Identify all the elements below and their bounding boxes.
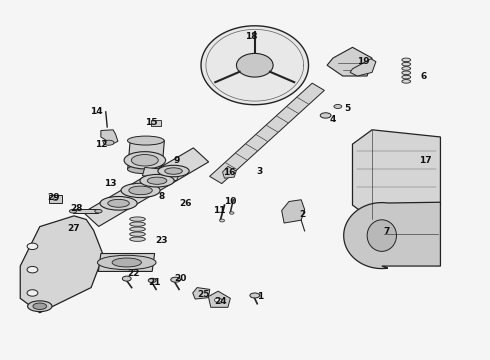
Polygon shape <box>73 210 98 213</box>
Text: 9: 9 <box>173 156 180 165</box>
Ellipse shape <box>130 217 146 221</box>
Text: 3: 3 <box>257 167 263 176</box>
Bar <box>151 121 161 126</box>
Text: 6: 6 <box>420 72 426 81</box>
Ellipse shape <box>140 175 174 187</box>
Ellipse shape <box>122 276 131 281</box>
Text: 20: 20 <box>174 274 187 283</box>
Polygon shape <box>343 202 441 269</box>
Ellipse shape <box>127 136 164 145</box>
Ellipse shape <box>402 67 411 70</box>
Ellipse shape <box>165 168 182 174</box>
Ellipse shape <box>108 199 129 207</box>
Ellipse shape <box>129 186 152 195</box>
Ellipse shape <box>33 303 47 310</box>
Ellipse shape <box>148 278 156 283</box>
Text: 2: 2 <box>299 210 306 219</box>
Polygon shape <box>101 130 118 144</box>
Ellipse shape <box>237 53 273 77</box>
Bar <box>49 195 62 203</box>
Ellipse shape <box>402 80 411 83</box>
Ellipse shape <box>121 183 160 198</box>
Ellipse shape <box>100 197 137 210</box>
Ellipse shape <box>402 62 411 66</box>
Ellipse shape <box>320 113 331 118</box>
Text: 1: 1 <box>257 292 263 301</box>
Text: 22: 22 <box>127 269 140 278</box>
Text: 28: 28 <box>70 204 83 213</box>
Ellipse shape <box>220 219 224 222</box>
Polygon shape <box>143 167 180 181</box>
Polygon shape <box>20 216 103 313</box>
Polygon shape <box>350 59 376 76</box>
Ellipse shape <box>103 140 114 145</box>
Text: 15: 15 <box>145 118 157 127</box>
Text: 7: 7 <box>384 228 390 237</box>
Ellipse shape <box>402 71 411 75</box>
Text: 13: 13 <box>104 179 117 188</box>
Ellipse shape <box>402 75 411 79</box>
Ellipse shape <box>95 210 102 213</box>
Polygon shape <box>128 140 164 169</box>
Text: 23: 23 <box>156 237 168 246</box>
Polygon shape <box>352 130 441 220</box>
Text: 27: 27 <box>68 224 80 233</box>
Text: 19: 19 <box>357 57 369 66</box>
Ellipse shape <box>112 258 142 267</box>
Polygon shape <box>282 200 305 223</box>
Ellipse shape <box>98 255 156 270</box>
Ellipse shape <box>130 222 146 226</box>
Polygon shape <box>98 253 155 271</box>
Ellipse shape <box>53 198 58 201</box>
Polygon shape <box>201 26 309 105</box>
Text: 16: 16 <box>223 168 236 177</box>
Text: 17: 17 <box>419 156 432 165</box>
Ellipse shape <box>215 298 222 302</box>
Ellipse shape <box>158 165 189 177</box>
Ellipse shape <box>130 232 146 236</box>
Text: 11: 11 <box>213 206 226 215</box>
Text: 24: 24 <box>214 297 227 306</box>
Text: 18: 18 <box>245 32 257 41</box>
Ellipse shape <box>402 58 411 62</box>
Ellipse shape <box>70 210 76 213</box>
Text: 10: 10 <box>224 197 237 206</box>
Ellipse shape <box>130 237 146 241</box>
Ellipse shape <box>124 152 166 169</box>
Ellipse shape <box>367 220 396 251</box>
Ellipse shape <box>147 177 167 184</box>
Ellipse shape <box>230 212 234 214</box>
Ellipse shape <box>27 243 38 249</box>
Text: 26: 26 <box>179 199 192 208</box>
Ellipse shape <box>171 277 180 282</box>
Polygon shape <box>208 291 230 307</box>
Polygon shape <box>327 47 372 76</box>
Text: 29: 29 <box>47 193 60 202</box>
Ellipse shape <box>131 154 158 166</box>
Ellipse shape <box>130 227 146 231</box>
Ellipse shape <box>127 165 164 174</box>
Polygon shape <box>83 148 209 226</box>
Polygon shape <box>193 288 210 299</box>
Ellipse shape <box>334 104 342 108</box>
Text: 8: 8 <box>159 192 165 201</box>
Text: 5: 5 <box>344 104 351 113</box>
Ellipse shape <box>27 266 38 273</box>
Polygon shape <box>210 83 324 184</box>
Text: 4: 4 <box>330 114 336 123</box>
Text: 21: 21 <box>148 278 161 287</box>
Text: 12: 12 <box>95 140 107 149</box>
Text: 25: 25 <box>197 290 210 299</box>
Ellipse shape <box>27 301 52 312</box>
Text: 14: 14 <box>90 107 102 116</box>
Ellipse shape <box>250 293 260 298</box>
Polygon shape <box>222 166 236 178</box>
Ellipse shape <box>27 290 38 296</box>
